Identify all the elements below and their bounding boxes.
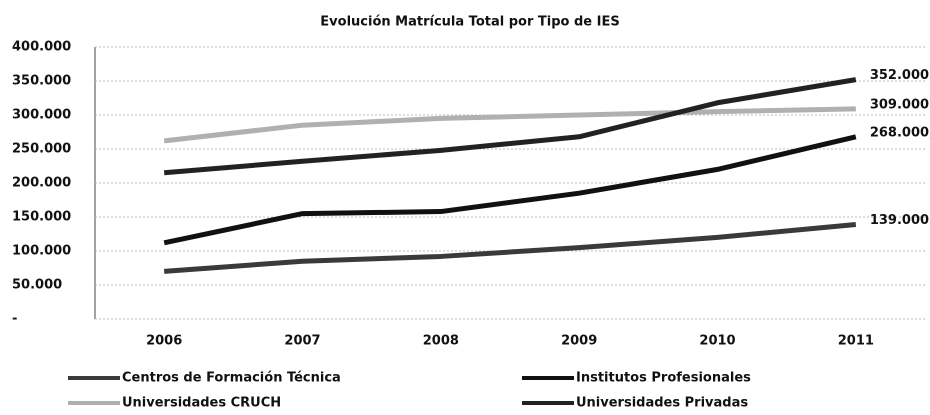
x-tick-label: 2008 xyxy=(423,334,459,349)
series-line xyxy=(163,134,857,246)
y-tick-label: 100.000 xyxy=(12,244,71,259)
legend-label: Universidades CRUCH xyxy=(122,396,281,411)
y-tick-label: 300.000 xyxy=(12,108,71,123)
chart-title: Evolución Matrícula Total por Tipo de IE… xyxy=(320,15,619,30)
series-line xyxy=(163,77,857,176)
x-tick-label: 2007 xyxy=(284,334,320,349)
data-label: 268.000, xyxy=(870,125,930,140)
y-tick-label: 250.000 xyxy=(12,142,71,157)
y-tick-label: 150.000 xyxy=(12,210,71,225)
data-label: 139.000 xyxy=(870,213,929,228)
y-tick-label: 200.000 xyxy=(12,176,71,191)
x-tick-label: 2010 xyxy=(699,334,735,349)
series-line xyxy=(163,221,857,274)
legend-label: Universidades Privadas xyxy=(576,396,748,411)
x-tick-label: 2009 xyxy=(561,334,597,349)
legend-label: Centros de Formación Técnica xyxy=(122,371,341,386)
y-tick-label: 50.000 xyxy=(12,278,62,293)
y-tick-label: 350.000 xyxy=(12,74,71,89)
y-tick-label: 400.000 xyxy=(12,40,71,55)
series-line xyxy=(163,106,856,144)
x-tick-label: 2006 xyxy=(146,334,182,349)
legend-label: Institutos Profesionales xyxy=(576,371,751,386)
y-tick-label: - xyxy=(12,312,17,327)
data-label: 309.000 xyxy=(870,97,929,112)
x-tick-label: 2011 xyxy=(838,334,874,349)
data-label: 352.000 xyxy=(870,68,929,83)
